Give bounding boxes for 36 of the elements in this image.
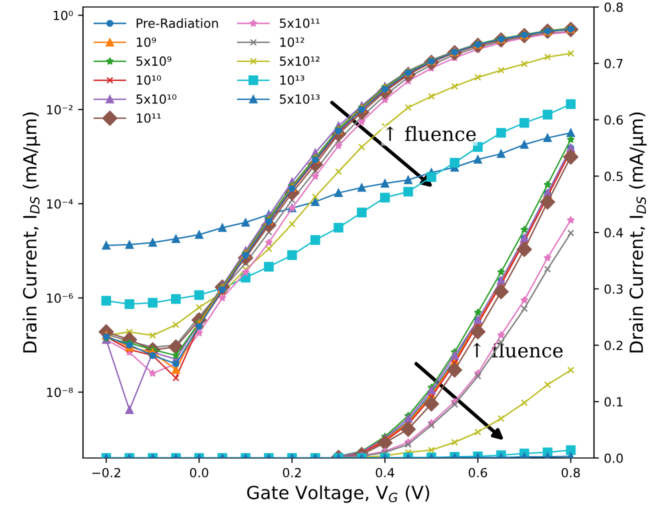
x-tick-label: 0.8 bbox=[562, 468, 580, 478]
x-tick-label: 0.2 bbox=[282, 468, 301, 478]
legend-label: 10¹² bbox=[280, 37, 304, 47]
legend-label: 10¹⁰ bbox=[136, 75, 161, 85]
x-tick-label: 0.6 bbox=[468, 468, 488, 478]
annotation: ↑ fluence bbox=[472, 342, 563, 358]
y-tick-label: 10⁻⁶ bbox=[47, 293, 73, 303]
y2-tick-label: 0.1 bbox=[604, 397, 622, 407]
legend-label: 10⁹ bbox=[136, 37, 156, 47]
legend-label: Pre-Radiation bbox=[136, 18, 218, 28]
y-axis-title: Drain Current, I$_{DS}$ (mA/μm) bbox=[22, 112, 40, 352]
y2-axis-title: Drain Current, I$_{DS}$ (mA/μm) bbox=[629, 112, 647, 352]
y-tick-label: 10⁻² bbox=[47, 104, 72, 114]
x-tick-label: 0.0 bbox=[190, 468, 208, 478]
y2-tick-label: 0.0 bbox=[604, 453, 623, 463]
legend-label: 5x10⁹ bbox=[136, 56, 172, 66]
y-tick-label: 10⁰ bbox=[54, 10, 73, 20]
y2-tick-label: 0.3 bbox=[604, 284, 623, 294]
x-tick-label: −0.2 bbox=[92, 468, 120, 478]
y2-tick-label: 0.2 bbox=[604, 340, 622, 350]
y2-tick-label: 0.6 bbox=[604, 115, 623, 125]
legend-label: 5x10¹² bbox=[280, 56, 320, 66]
annotation: ↑ fluence bbox=[386, 126, 476, 142]
y2-tick-label: 0.8 bbox=[604, 2, 623, 12]
legend-label: 5x10¹³ bbox=[280, 94, 320, 104]
legend-label: 5x10¹¹ bbox=[280, 18, 320, 28]
legend-label: 10¹¹ bbox=[136, 113, 161, 123]
y-tick-label: 10⁻⁸ bbox=[47, 388, 73, 398]
y2-tick-label: 0.5 bbox=[604, 172, 623, 182]
x-axis-title: Gate Voltage, V$_{G}$ (V) bbox=[247, 485, 430, 503]
y2-tick-label: 0.7 bbox=[604, 58, 623, 68]
y2-tick-label: 0.4 bbox=[604, 228, 623, 238]
legend-label: 5x10¹⁰ bbox=[136, 94, 176, 104]
x-tick-label: 0.4 bbox=[376, 468, 394, 478]
legend-label: 10¹³ bbox=[280, 75, 304, 85]
y-tick-label: 10⁻⁴ bbox=[47, 199, 73, 209]
